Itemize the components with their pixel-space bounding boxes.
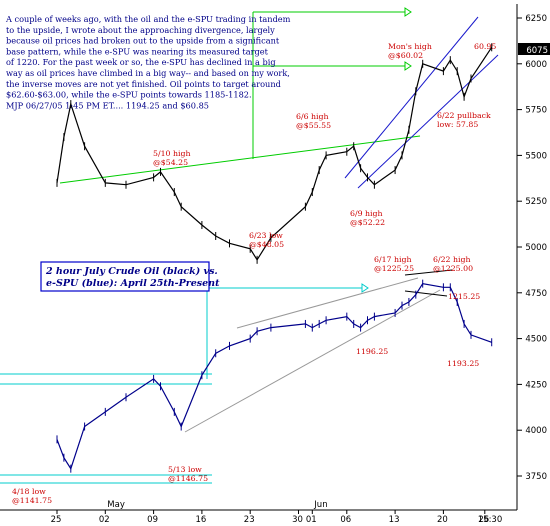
y-tick-label: 3750	[525, 472, 547, 482]
annotation-label: 1196.25	[356, 347, 388, 356]
annotation-line-2: @$54.25	[153, 158, 188, 167]
commentary-line-9: MJP 06/27/05 1:45 PM ET.... 1194.25 and …	[6, 100, 209, 110]
x-month-label: Jun	[313, 500, 327, 510]
series-lines	[56, 43, 493, 473]
legend-box	[40, 261, 210, 292]
commentary-line-3: because oil prices had broken out to the…	[6, 36, 280, 46]
annotation-label: 6/9 high @$52.22	[350, 209, 385, 227]
legend-line-1: 2 hour July Crude Oil (black) vs.	[45, 266, 218, 277]
annotation-line-1: 4/18 low	[12, 487, 46, 496]
y-tick-label: 5000	[525, 243, 547, 253]
annotation-line-1: Mon's high	[388, 42, 432, 51]
annotation-line-1: 60.95	[474, 42, 496, 51]
annotation-label: 1215.25	[448, 292, 480, 301]
green-arrow-upper	[404, 7, 412, 17]
annotation-line-2: low: 57.85	[437, 120, 478, 129]
commentary-line-6: way as oil prices have climbed in a big …	[6, 68, 290, 78]
y-tick-label: 5500	[525, 151, 547, 161]
annotation-line-2: @1146.75	[168, 474, 208, 483]
oil-series-line	[56, 46, 493, 261]
annotation-line-1: 5/10 high	[153, 149, 191, 158]
annotation-label: 1193.25	[447, 359, 479, 368]
annotation-line-1: 6/22 high	[433, 255, 471, 264]
x-tick-label: 25	[51, 515, 62, 525]
annotation-line-1: 6/22 pullback	[437, 111, 491, 120]
x-tick-label: 23	[244, 515, 255, 525]
x-tick-label: 01	[306, 515, 317, 525]
annotation-label: 4/18 low @1141.75	[12, 487, 52, 505]
oil-channel-lower	[357, 54, 499, 189]
y-tick-label: 4500	[525, 335, 547, 345]
x-tick-label: 06	[340, 515, 351, 525]
x-tick-label: 30	[292, 515, 303, 525]
annotation-label: 6/17 high @1225.25	[374, 255, 414, 273]
x-tick-label: 13	[389, 515, 400, 525]
spu-target-arrow	[361, 283, 369, 293]
y-axis: 6250 6000 5750 5500 5250 5000 4750 4500 4250 4000…	[517, 14, 547, 482]
last-value-label: 6075	[526, 46, 548, 56]
y-tick-label: 4000	[525, 426, 547, 436]
annotations: 4/18 low @1141.75 5/10 high @$54.25 5/13 low…	[12, 42, 496, 505]
annotation-line-2: @$52.22	[350, 218, 385, 227]
x-tick-label: 09	[147, 515, 158, 525]
annotation-label: 5/10 high @$54.25	[153, 149, 191, 167]
annotation-line-2: @$60.02	[388, 51, 423, 60]
annotation-line-2: @$55.55	[296, 121, 331, 130]
x-tick-label: 16	[195, 515, 206, 525]
x-tick-label: 26	[478, 515, 489, 525]
annotation-label: 6/22 high @1225.00	[433, 255, 473, 273]
commentary-line-2: to the upside, I wrote about the approac…	[6, 25, 275, 35]
commentary-line-4: base pattern, while the e-SPU was nearin…	[6, 46, 269, 56]
annotation-line-1: 6/17 high	[374, 255, 412, 264]
y-tick-label: 4750	[525, 289, 547, 299]
spu-top-line	[404, 269, 453, 276]
green-trendline	[59, 135, 421, 184]
annotation-line-1: 1193.25	[447, 359, 479, 368]
commentary-line-7: the inverse moves are not yet finished. …	[6, 79, 281, 89]
green-arrow-lower	[404, 61, 412, 71]
annotation-line-1: 1215.25	[448, 292, 480, 301]
spu-lower-trendline	[184, 289, 441, 433]
x-tick-label: 02	[99, 515, 110, 525]
annotation-line-1: 6/23 low	[249, 231, 283, 240]
annotation-line-1: 6/6 high	[296, 112, 329, 121]
commentary-line-5: of 1220. For the past week or so, the e-…	[6, 57, 276, 67]
annotation-line-1: 5/13 low	[168, 465, 202, 474]
annotation-line-1: 1196.25	[356, 347, 388, 356]
annotation-label: 60.95	[474, 42, 496, 51]
y-tick-label: 6000	[525, 60, 547, 70]
oil-channel-upper	[344, 16, 479, 179]
y-tick-label: 5750	[525, 106, 547, 116]
x-tick-label: 20	[437, 515, 448, 525]
annotation-label: Mon's high @$60.02	[388, 42, 432, 60]
annotation-label: 6/23 low @$48.05	[249, 231, 284, 249]
x-time-label: 15:30	[478, 515, 503, 525]
annotation-label: 5/13 low @1146.75	[168, 465, 208, 483]
annotation-line-2: @1225.00	[433, 264, 473, 273]
y-tick-label: 6250	[525, 14, 547, 24]
legend-line-2: e-SPU (blue): April 25th-Present	[46, 278, 220, 289]
annotation-line-1: 6/9 high	[350, 209, 383, 218]
y-tick-label: 4250	[525, 380, 547, 390]
annotation-line-2: @$48.05	[249, 240, 284, 249]
x-month-label: May	[107, 500, 125, 510]
annotation-line-2: @1225.25	[374, 264, 414, 273]
annotation-label: 6/6 high @$55.55	[296, 112, 331, 130]
spu-series-line	[56, 282, 492, 471]
commentary-line-8: $62.60-$63.00, while the e-SPU points to…	[6, 90, 252, 100]
y-tick-label: 5250	[525, 197, 547, 207]
guide-lines	[0, 7, 499, 484]
commentary-line-1: A couple of weeks ago, with the oil and …	[5, 14, 291, 24]
last-value-badge	[518, 43, 550, 55]
spu-upper-trendline	[236, 277, 419, 329]
spu-neck-line	[404, 290, 448, 297]
annotation-line-2: @1141.75	[12, 496, 52, 505]
commentary-text: A couple of weeks ago, with the oil and …	[5, 14, 293, 110]
annotation-label: 6/22 pullback low: 57.85	[437, 111, 491, 129]
